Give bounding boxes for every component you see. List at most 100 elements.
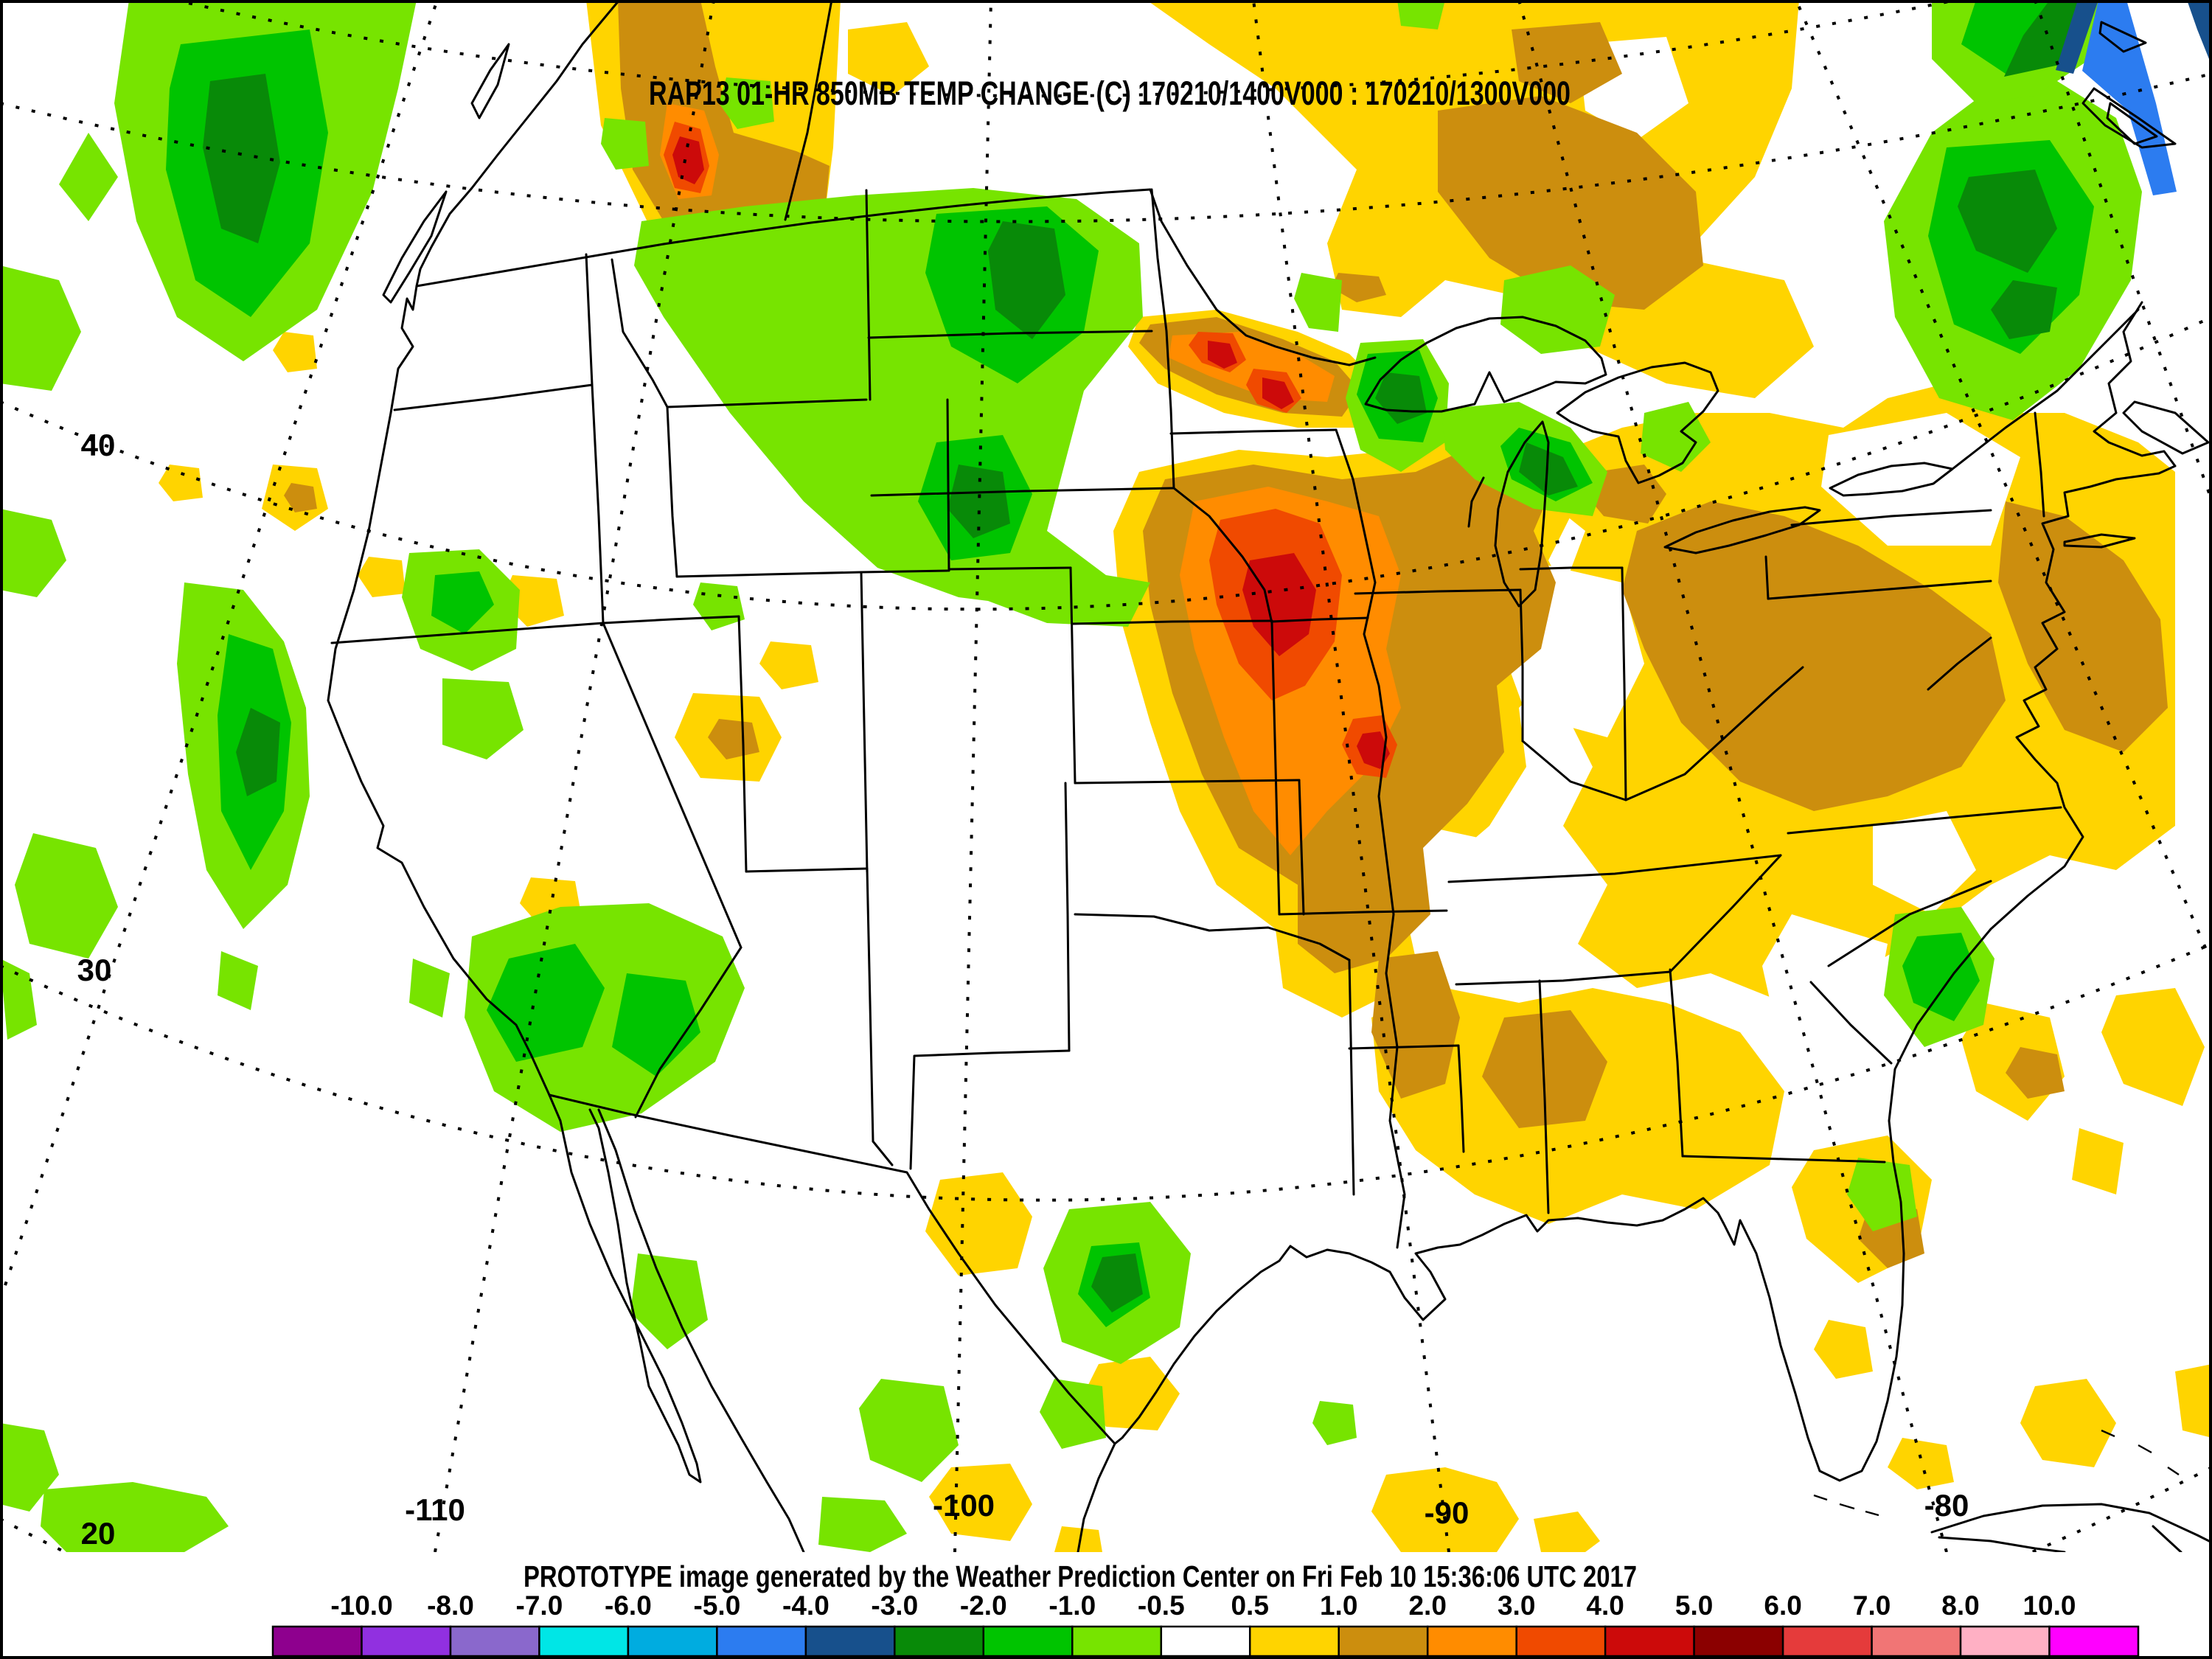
colorbar-swatch-12 <box>1338 1625 1429 1658</box>
map-boundary-line <box>1787 806 2062 835</box>
colorbar-tick-label: 8.0 <box>1941 1590 1979 1621</box>
map-boundary-line <box>1556 361 1719 484</box>
contour-region <box>2056 0 2098 74</box>
contour-region <box>1401 826 1526 988</box>
map-boundary-line <box>1938 1536 2066 1552</box>
colorbar-swatch-10 <box>1160 1625 1251 1658</box>
map-boundary-line <box>602 615 740 625</box>
contour-region <box>218 951 258 1010</box>
colorbar-swatch-18 <box>1871 1625 1962 1658</box>
map-boundary-line <box>737 615 748 873</box>
map-boundary-line <box>1621 566 1627 801</box>
contour-region <box>719 77 774 129</box>
contour-region <box>0 959 37 1040</box>
contour-region <box>947 465 1010 538</box>
contour-region <box>487 944 605 1062</box>
contour-region <box>1902 933 1980 1021</box>
map-boundary-line <box>1521 666 1804 801</box>
map-boundary-line <box>415 188 1377 366</box>
colorbar-swatch-9 <box>1071 1625 1163 1658</box>
lat-label-40: 40 <box>81 428 116 462</box>
contour-region <box>1054 1526 1102 1552</box>
colorbar-swatch-4 <box>627 1625 718 1658</box>
contour-region <box>929 1464 1032 1541</box>
contour-region <box>1958 170 2057 273</box>
map-boundary-line <box>1519 588 1524 742</box>
map-boundary-line <box>860 571 869 873</box>
map-boundary-line <box>1278 909 1448 916</box>
colorbar-tick-label: 3.0 <box>1498 1590 1535 1621</box>
map-boundary-line <box>1767 580 1992 600</box>
contour-region <box>59 133 118 221</box>
map-boundary-line <box>1354 588 1522 595</box>
colorbar-tick-label: 7.0 <box>1853 1590 1891 1621</box>
map-boundary-line <box>1467 476 1485 528</box>
contour-region <box>1500 265 1615 354</box>
map-boundary-line <box>1681 1155 1886 1164</box>
contour-region <box>988 221 1065 339</box>
boundary-line-layer <box>327 0 2212 1552</box>
map-boundary-line <box>2122 400 2210 455</box>
colorbar-tick-label: 4.0 <box>1586 1590 1624 1621</box>
contour-region <box>1371 951 1460 1099</box>
map-boundary-line <box>393 383 594 411</box>
map-boundary-line <box>666 398 868 408</box>
map-boundary-line <box>1172 487 1273 625</box>
graticule-line <box>0 316 2212 611</box>
colorbar-swatch-11 <box>1248 1625 1340 1658</box>
contour-region <box>2187 0 2212 66</box>
colorbar-tick-label: 6.0 <box>1764 1590 1801 1621</box>
colorbar-tick-label: 1.0 <box>1320 1590 1357 1621</box>
contour-region <box>1512 22 1622 103</box>
map-boundary-line <box>382 190 448 304</box>
map-boundary-line <box>1074 779 1301 785</box>
graticule-line <box>168 0 1964 98</box>
contour-region <box>672 136 704 184</box>
map-boundary-line <box>591 383 605 625</box>
map-boundary-line <box>1764 555 1770 600</box>
map-boundary-line <box>946 398 950 572</box>
colorbar-tick-label: 5.0 <box>1675 1590 1713 1621</box>
lon-label-110: -110 <box>405 1492 465 1527</box>
colorbar-swatch-2 <box>449 1625 540 1658</box>
map-boundary-line <box>1927 636 1992 691</box>
map-boundary-line <box>2152 1525 2183 1552</box>
colorbar-swatch-7 <box>894 1625 985 1658</box>
contour-region <box>1242 553 1316 656</box>
contour-region <box>409 959 450 1018</box>
contour-region <box>1084 1357 1180 1430</box>
contour-region <box>1762 914 1888 1062</box>
contour-region <box>431 571 494 634</box>
contour-region <box>693 582 745 630</box>
map-boundary-line <box>1113 301 2177 1482</box>
contour-region <box>1331 273 1386 302</box>
map-boundary-line <box>784 0 833 221</box>
colorbar-swatch-3 <box>538 1625 630 1658</box>
colorbar-tick-label: 0.5 <box>1231 1590 1268 1621</box>
contour-region <box>2006 1047 2065 1099</box>
map-boundary-line <box>1077 1442 1116 1552</box>
colorbar-tick-label: -0.5 <box>1138 1590 1185 1621</box>
map-boundary-line <box>1364 316 1607 413</box>
colorbar-swatch-13 <box>1426 1625 1517 1658</box>
map-boundary-line <box>327 0 621 1096</box>
map-boundary-line <box>745 867 869 873</box>
map-boundary-line <box>1169 428 1338 435</box>
contour-region <box>203 74 280 243</box>
contour-region <box>1873 811 1976 914</box>
contour-region <box>41 1482 229 1552</box>
colorbar-tick-label: -2.0 <box>960 1590 1007 1621</box>
contour-fill-layer <box>0 0 2212 1552</box>
contour-region <box>925 1172 1032 1276</box>
map-boundary-line <box>1455 970 1672 986</box>
map-boundary-line <box>1457 1044 1465 1153</box>
colorbar-swatch-14 <box>1515 1625 1607 1658</box>
colorbar-tick-label: -8.0 <box>427 1590 474 1621</box>
map-boundary-line <box>548 1093 702 1484</box>
contour-region <box>0 265 81 391</box>
map-boundary-line <box>1064 782 1071 1052</box>
map-boundary-line <box>1270 616 1369 623</box>
lon-label-80: -80 <box>1924 1488 1969 1523</box>
colorbar-tick-label: -4.0 <box>782 1590 830 1621</box>
